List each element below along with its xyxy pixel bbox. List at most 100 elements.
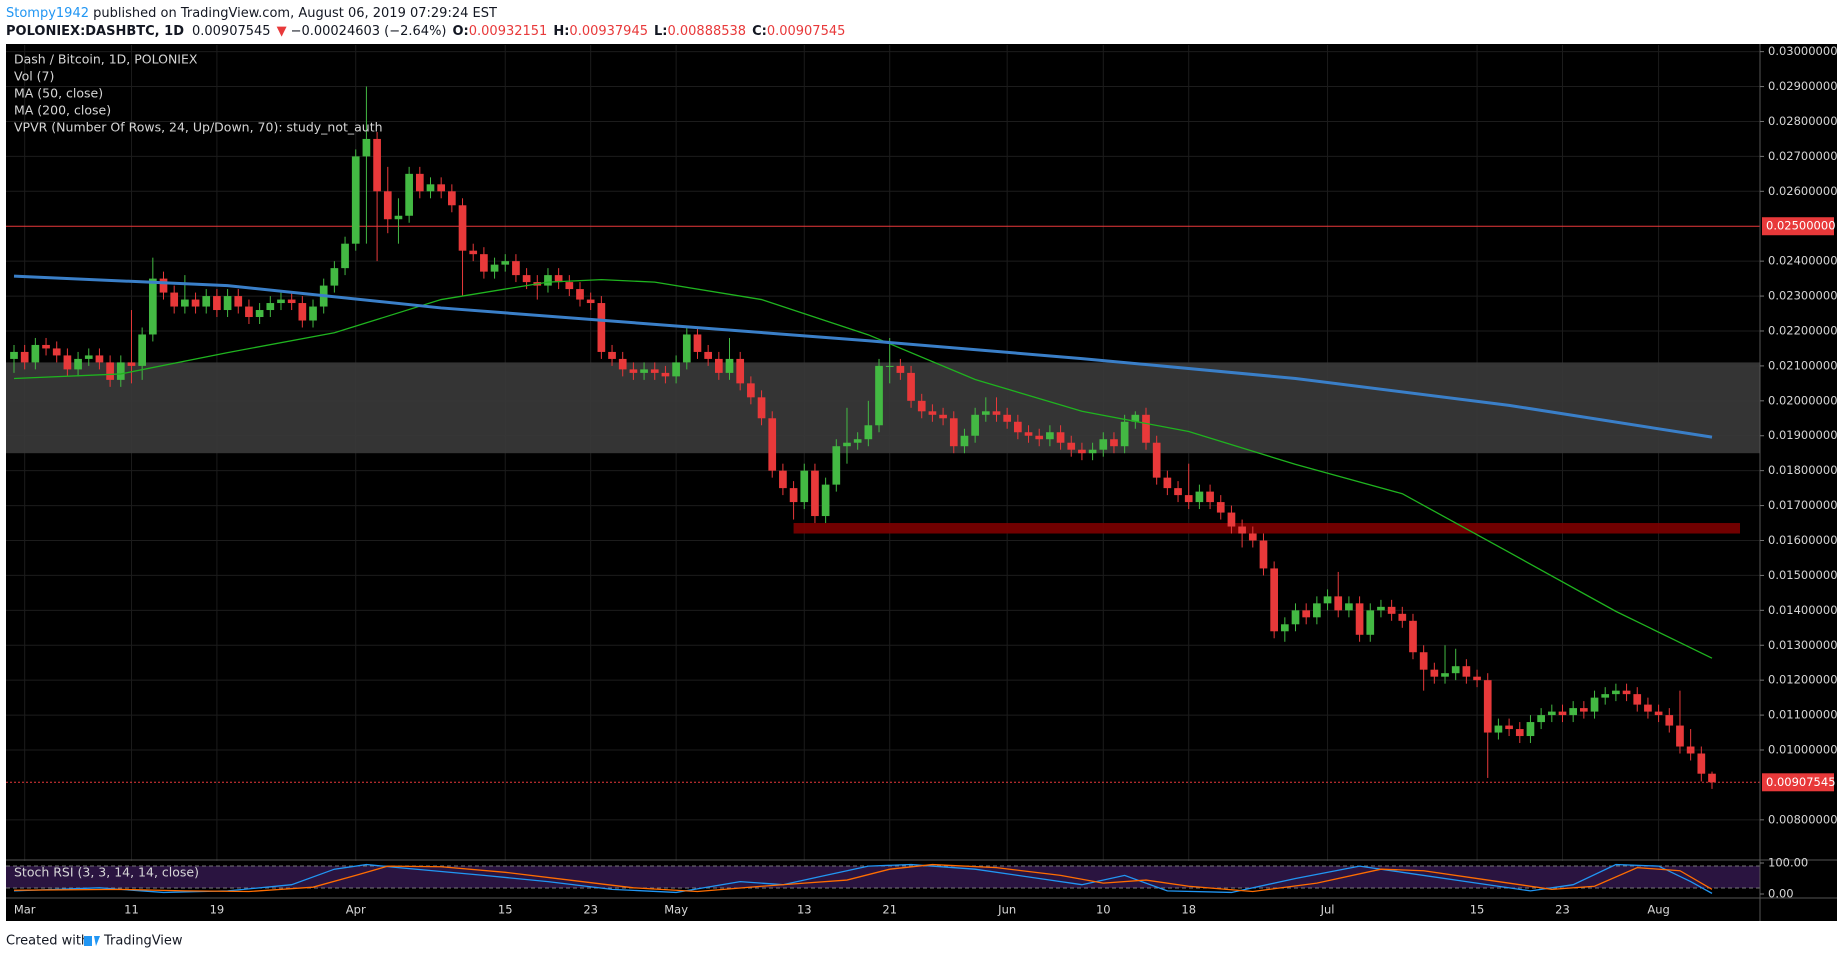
candle-body [747, 383, 755, 398]
candle-body [84, 355, 93, 359]
zone [793, 523, 1740, 534]
candle-body [245, 306, 253, 318]
candle-body [394, 215, 403, 220]
candle-body [52, 348, 61, 356]
candle-body [672, 362, 680, 377]
candle-body [949, 418, 958, 447]
candle-body [383, 191, 392, 220]
candle-body [362, 138, 371, 157]
candle-body [1377, 606, 1385, 611]
h-value: 0.00937945 [569, 24, 648, 39]
candle-body [234, 296, 243, 307]
x-tick-label: 19 [210, 903, 225, 917]
level-label-bg [1762, 217, 1834, 236]
candle-body [981, 411, 990, 415]
candle-body [522, 275, 531, 283]
candle-body [1409, 620, 1417, 653]
candle-body [960, 435, 969, 447]
candle-body [448, 191, 456, 206]
change: −0.00024603 (−2.64%) [291, 24, 447, 39]
candle-body [1238, 526, 1246, 534]
candle-body [266, 303, 275, 311]
candle-body [907, 372, 915, 401]
candle-body [42, 344, 50, 349]
candle-body [255, 310, 264, 318]
candle-body [832, 446, 841, 485]
candle-body [31, 344, 40, 363]
candle-body [736, 358, 745, 384]
x-tick-label: Jul [1320, 903, 1335, 917]
x-tick-label: 10 [1096, 903, 1111, 917]
candle-body [1280, 624, 1289, 632]
y-tick-label: 0.01900000 [1768, 428, 1838, 442]
candle-body [1195, 491, 1204, 503]
o-label: O: [453, 24, 469, 39]
candle-body [896, 365, 905, 373]
candle-body [181, 299, 189, 307]
candle-body [159, 278, 168, 293]
candle-body [1580, 708, 1588, 712]
candle-body [1302, 610, 1311, 618]
candle-body [928, 411, 937, 415]
candle-body [351, 156, 360, 244]
candle-body [1665, 715, 1674, 726]
y-tick-label: 0.02100000 [1768, 358, 1838, 372]
y-tick-label: 0.02000000 [1768, 393, 1838, 407]
chart-bg [6, 44, 1837, 921]
author[interactable]: Stompy1942 [6, 6, 89, 21]
candle-body [661, 372, 670, 377]
candle-body [1184, 495, 1193, 503]
candle-body [437, 184, 446, 192]
candle-body [586, 299, 595, 304]
level-label: 0.02500000 [1766, 219, 1836, 233]
candle-body [63, 355, 72, 370]
candle-body [1526, 722, 1535, 737]
candle-body [287, 299, 296, 304]
candle-body [1473, 676, 1481, 681]
y-tick-label: 0.03000000 [1768, 44, 1838, 58]
candle-body [1515, 729, 1524, 737]
candle-body [1633, 694, 1642, 705]
y-tick-label: 0.00800000 [1768, 812, 1838, 826]
candle-body [223, 296, 232, 311]
candle-body [1494, 725, 1503, 733]
x-tick-label: 15 [498, 903, 513, 917]
x-tick-label: 15 [1470, 903, 1485, 917]
candle-body [309, 306, 317, 321]
x-tick-label: May [664, 903, 688, 917]
candle-body [1131, 414, 1140, 422]
x-tick-label: 13 [797, 903, 812, 917]
candle-body [1398, 613, 1407, 621]
candle-body [1462, 666, 1471, 677]
candle-body [1003, 414, 1012, 422]
footer-brand[interactable]: TradingView [103, 934, 183, 949]
chart-title: Dash / Bitcoin, 1D, POLONIEX [14, 52, 198, 67]
y-tick-label: 0.01200000 [1768, 673, 1838, 687]
candle-body [1024, 432, 1033, 436]
candle-body [95, 355, 104, 363]
candle-body [768, 418, 777, 471]
zones [6, 362, 1760, 534]
footer-logo[interactable]: TradingView [84, 934, 183, 949]
candle-body [1419, 652, 1428, 670]
candle-body [1355, 603, 1364, 635]
y-tick-label: 0.01300000 [1768, 638, 1838, 652]
candle-body [1163, 477, 1172, 489]
candle-body [1345, 603, 1353, 611]
candle-body [1056, 432, 1065, 443]
candle-body [1334, 596, 1343, 611]
candle-body [1216, 502, 1225, 513]
candle-body [426, 184, 435, 192]
candle-body [1569, 708, 1578, 716]
candle-body [939, 414, 947, 419]
plot [6, 86, 1760, 789]
y-tick-label: 0.01400000 [1768, 603, 1838, 617]
candle-body [779, 470, 787, 489]
candle-body [1014, 421, 1022, 433]
candle-body [1708, 773, 1716, 783]
x-tick-label: 23 [1555, 903, 1570, 917]
candle-body [202, 296, 211, 307]
candle-body [757, 397, 766, 419]
candle-body [853, 439, 862, 443]
